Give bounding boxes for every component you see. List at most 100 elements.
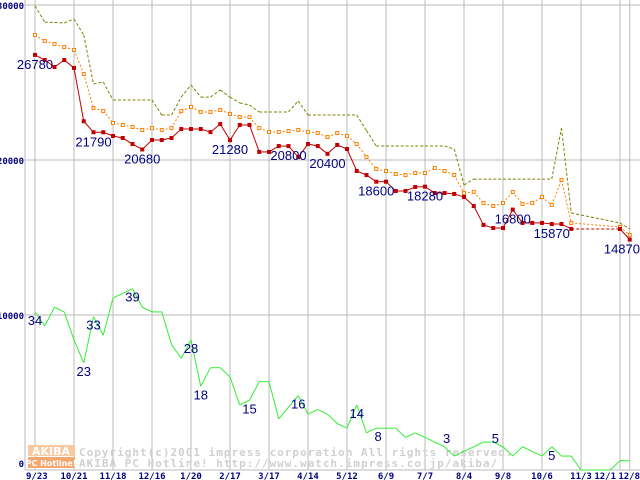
- x-tick-label: 8/4: [456, 472, 473, 480]
- min-price-point: [413, 184, 418, 189]
- shop-count-segment: [522, 446, 533, 452]
- min-price-point: [442, 191, 447, 196]
- min-price-point: [169, 135, 174, 140]
- min-price-point: [91, 130, 96, 135]
- min-price-segment: [219, 123, 231, 141]
- min-price-point: [208, 130, 213, 135]
- average-price-point: [150, 126, 154, 131]
- x-tick-label: 9/23: [26, 472, 48, 480]
- min-price-point: [530, 220, 535, 225]
- max-price-segment: [561, 128, 572, 214]
- shop-count-segment: [297, 395, 309, 415]
- shop-count-segment: [570, 455, 582, 471]
- min-price-data-label: 26780: [17, 57, 53, 72]
- min-price-point: [403, 189, 408, 193]
- average-price-point: [335, 131, 340, 136]
- min-price-segment: [297, 143, 309, 158]
- shop-count-data-label: 5: [492, 431, 499, 446]
- shop-count-data-label: 33: [86, 318, 100, 333]
- max-price-segment: [571, 212, 621, 224]
- average-price-point: [120, 122, 125, 127]
- min-price-point: [335, 142, 340, 147]
- shop-count-segment: [551, 446, 562, 457]
- shop-count-segment: [346, 404, 358, 429]
- shop-count-segment: [229, 376, 241, 406]
- shop-count-segment: [102, 297, 114, 336]
- max-price-segment: [463, 178, 475, 186]
- average-price-point: [33, 33, 37, 38]
- average-price-point: [364, 155, 369, 160]
- average-price-point: [306, 129, 310, 134]
- shop-count-segment: [219, 367, 231, 378]
- min-price-point: [315, 144, 320, 149]
- max-price-segment: [619, 222, 631, 230]
- average-price-point: [520, 202, 525, 207]
- average-price-point: [276, 129, 281, 134]
- x-tick-label: 3/17: [258, 472, 280, 480]
- max-price-segment: [190, 84, 202, 98]
- average-price-point: [62, 45, 67, 50]
- shop-count-segment: [34, 311, 46, 327]
- max-price-segment: [210, 89, 221, 98]
- min-price-point: [364, 173, 369, 178]
- min-price-point: [52, 65, 57, 69]
- average-price-point: [452, 173, 457, 178]
- copyright-text: Copyright(c)2001 impress corporation All…: [79, 446, 514, 459]
- series-average-price: [33, 33, 632, 238]
- average-price-point: [491, 204, 496, 209]
- min-price-point: [198, 127, 203, 131]
- average-price-point: [481, 200, 486, 205]
- min-price-point: [501, 226, 505, 231]
- shop-count-segment: [73, 339, 85, 364]
- shop-count-segment: [502, 446, 514, 457]
- average-price-point: [384, 169, 388, 174]
- min-price-data-label: 20400: [309, 156, 345, 171]
- shop-count-segment: [493, 441, 504, 448]
- max-price-segment: [83, 34, 94, 85]
- shop-count-data-label: 5: [548, 448, 555, 463]
- logo-bottom-bg: [28, 457, 75, 468]
- average-price-point: [403, 173, 408, 178]
- average-price-point: [198, 109, 203, 114]
- min-price-point: [491, 226, 496, 231]
- min-price-point: [42, 58, 47, 63]
- series-layer: [33, 5, 632, 471]
- average-price-segment: [73, 49, 85, 75]
- min-price-point: [286, 144, 291, 149]
- max-price-segment: [180, 84, 192, 98]
- average-price-point: [315, 131, 320, 136]
- min-price-point: [296, 155, 301, 160]
- min-price-point: [432, 191, 437, 196]
- min-price-point: [384, 179, 388, 184]
- average-price-point: [257, 126, 262, 131]
- min-price-point: [520, 220, 525, 225]
- min-price-point: [33, 52, 37, 57]
- min-price-data-label: 20680: [124, 151, 160, 166]
- average-price-point: [267, 129, 271, 134]
- min-price-point: [81, 119, 86, 124]
- average-price-point: [510, 189, 515, 194]
- shop-count-segment: [288, 395, 299, 408]
- shop-count-segment: [541, 446, 553, 457]
- average-price-point: [130, 124, 135, 129]
- min-price-data-label: 15870: [534, 226, 570, 241]
- shop-count-segment: [463, 446, 474, 452]
- average-price-point: [549, 202, 554, 207]
- max-price-segment: [249, 104, 260, 113]
- max-price-segment: [171, 96, 182, 116]
- shop-count-data-label: 3: [443, 431, 450, 446]
- max-price-segment: [356, 114, 367, 131]
- average-price-point: [530, 200, 535, 205]
- min-price-point: [510, 207, 515, 212]
- x-tick-label: 1/20: [180, 472, 202, 480]
- min-price-point: [120, 135, 125, 140]
- average-price-point: [189, 104, 193, 109]
- average-price-point: [325, 135, 330, 140]
- average-price-point: [218, 107, 223, 112]
- x-tick-label: 10/21: [60, 472, 87, 480]
- min-price-segment: [473, 205, 484, 226]
- min-price-point: [111, 133, 115, 138]
- min-price-point: [276, 144, 281, 149]
- max-price-segment: [239, 102, 250, 106]
- min-price-point: [228, 138, 232, 143]
